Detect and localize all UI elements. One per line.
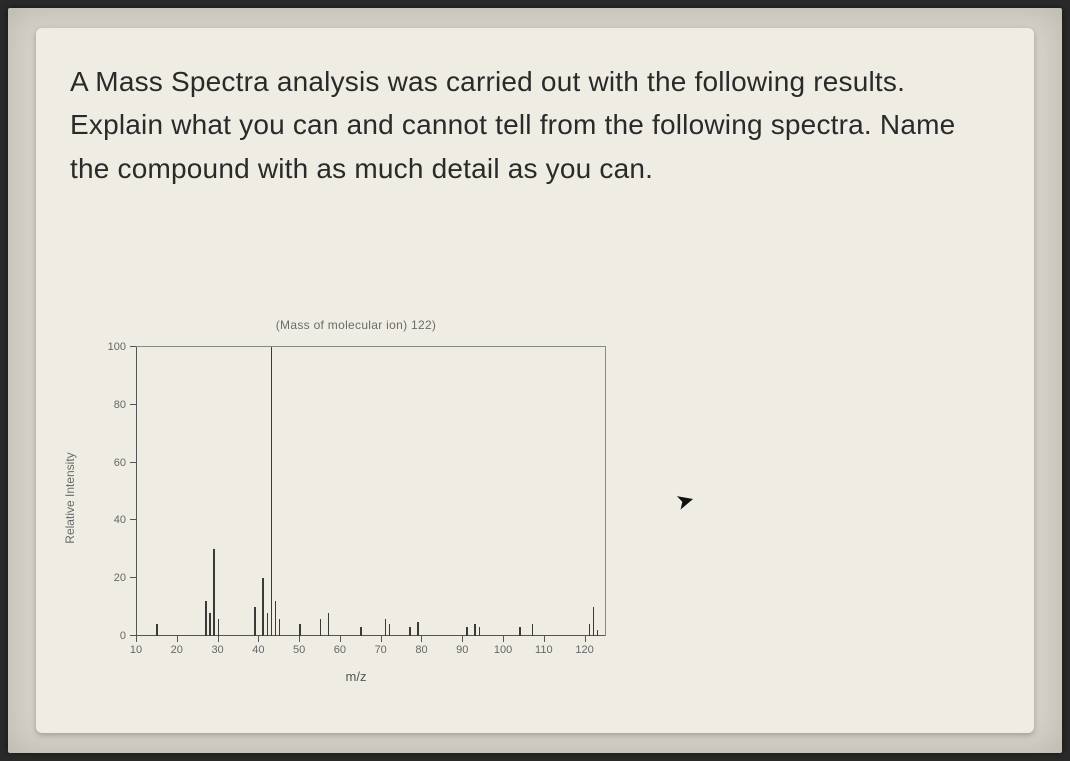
spectrum-peak — [417, 622, 419, 636]
spectrum-peak — [320, 619, 322, 636]
spectrum-peak — [466, 627, 468, 636]
mouse-cursor-icon: ➤ — [673, 486, 698, 516]
x-tick-label: 40 — [252, 644, 264, 656]
spectrum-peak — [389, 624, 391, 636]
y-tick-label: 40 — [114, 514, 126, 526]
question-text: A Mass Spectra analysis was carried out … — [70, 60, 1000, 190]
spectrum-peak — [262, 578, 264, 636]
x-tick — [299, 636, 300, 642]
y-tick — [130, 519, 136, 520]
x-tick — [462, 636, 463, 642]
x-tick — [381, 636, 382, 642]
y-tick — [130, 404, 136, 405]
spectrum-peak — [597, 630, 599, 636]
y-axis-label: Relative Intensity — [63, 452, 77, 543]
spectrum-peak — [532, 624, 534, 636]
x-tick — [177, 636, 178, 642]
x-tick-label: 120 — [575, 644, 593, 656]
x-tick — [544, 636, 545, 642]
x-tick-label: 60 — [334, 644, 346, 656]
chart-title: (Mass of molecular ion) 122) — [76, 318, 636, 332]
x-tick — [421, 636, 422, 642]
x-tick — [585, 636, 586, 642]
x-tick-label: 10 — [130, 644, 142, 656]
y-tick-label: 0 — [120, 630, 126, 642]
y-tick — [130, 346, 136, 347]
spectrum-peak — [593, 607, 595, 636]
spectrum-peak — [213, 549, 215, 636]
x-tick-label: 50 — [293, 644, 305, 656]
y-tick-label: 20 — [114, 572, 126, 584]
spectrum-peak — [254, 607, 256, 636]
x-axis-label: m/z — [76, 669, 636, 684]
x-tick — [340, 636, 341, 642]
question-card: A Mass Spectra analysis was carried out … — [36, 28, 1034, 733]
screen-frame: A Mass Spectra analysis was carried out … — [8, 8, 1062, 753]
spectrum-peak — [218, 619, 220, 636]
spectrum-peak — [209, 613, 211, 636]
plot-area: 020406080100102030405060708090100110120 — [136, 346, 606, 636]
spectrum-peak — [275, 601, 277, 636]
spectrum-peak — [279, 619, 281, 636]
spectrum-peak — [299, 624, 301, 636]
spectrum-peak — [271, 347, 273, 636]
spectrum-peak — [474, 624, 476, 636]
x-tick-label: 100 — [494, 644, 512, 656]
y-tick-label: 80 — [114, 399, 126, 411]
x-tick-label: 110 — [535, 644, 553, 656]
x-tick-label: 70 — [375, 644, 387, 656]
spectrum-peak — [519, 627, 521, 636]
spectrum-peak — [409, 627, 411, 636]
y-tick-label: 100 — [108, 341, 126, 353]
y-tick — [130, 462, 136, 463]
spectrum-peak — [156, 624, 158, 636]
y-tick-label: 60 — [114, 457, 126, 469]
x-tick-label: 80 — [415, 644, 427, 656]
spectrum-peak — [589, 624, 591, 636]
mass-spectrum-chart: (Mass of molecular ion) 122) Relative In… — [76, 318, 636, 678]
x-tick — [136, 636, 137, 642]
spectrum-peak — [385, 619, 387, 636]
x-tick — [503, 636, 504, 642]
x-tick — [258, 636, 259, 642]
x-tick-label: 90 — [456, 644, 468, 656]
spectrum-peak — [205, 601, 207, 636]
spectrum-peak — [360, 627, 362, 636]
x-tick-label: 20 — [171, 644, 183, 656]
y-axis — [136, 347, 137, 636]
y-tick — [130, 577, 136, 578]
spectrum-peak — [267, 613, 269, 636]
spectrum-peak — [328, 613, 330, 636]
x-tick — [218, 636, 219, 642]
spectrum-peak — [479, 627, 481, 636]
x-tick-label: 30 — [211, 644, 223, 656]
